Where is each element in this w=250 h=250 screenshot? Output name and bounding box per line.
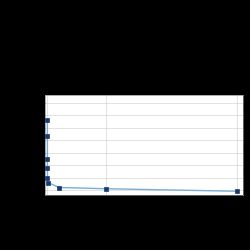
X-axis label: Human alpha Melanocyte Stimulating Hormone (aMSH)
Concentration (pg/ml): Human alpha Melanocyte Stimulating Hormo…	[56, 212, 231, 222]
Y-axis label: OD: OD	[14, 139, 23, 151]
